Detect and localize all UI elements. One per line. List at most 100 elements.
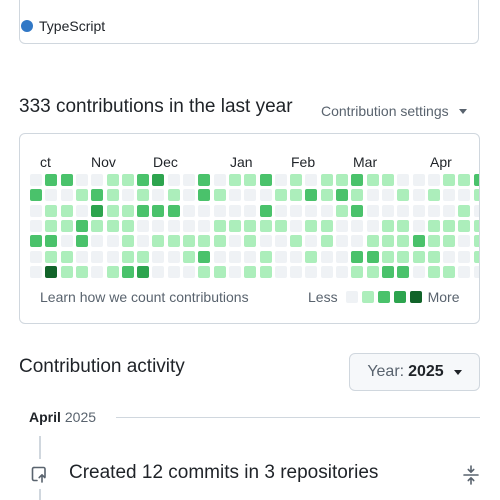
contribution-day-cell[interactable] <box>152 174 164 186</box>
contribution-day-cell[interactable] <box>107 235 119 247</box>
contribution-day-cell[interactable] <box>305 174 317 186</box>
contribution-day-cell[interactable] <box>275 205 287 217</box>
contribution-day-cell[interactable] <box>91 251 103 263</box>
contribution-day-cell[interactable] <box>244 220 256 232</box>
contribution-day-cell[interactable] <box>321 189 333 201</box>
contribution-day-cell[interactable] <box>397 220 409 232</box>
contribution-day-cell[interactable] <box>76 235 88 247</box>
contribution-day-cell[interactable] <box>413 174 425 186</box>
contribution-day-cell[interactable] <box>30 205 42 217</box>
contribution-day-cell[interactable] <box>198 220 210 232</box>
contribution-day-cell[interactable] <box>351 235 363 247</box>
contribution-day-cell[interactable] <box>183 235 195 247</box>
contribution-day-cell[interactable] <box>168 220 180 232</box>
contribution-day-cell[interactable] <box>168 205 180 217</box>
contribution-day-cell[interactable] <box>443 205 455 217</box>
contribution-day-cell[interactable] <box>152 189 164 201</box>
contribution-day-cell[interactable] <box>30 251 42 263</box>
contribution-day-cell[interactable] <box>61 251 73 263</box>
contribution-day-cell[interactable] <box>260 174 272 186</box>
contribution-day-cell[interactable] <box>458 235 470 247</box>
contribution-day-cell[interactable] <box>152 220 164 232</box>
contribution-day-cell[interactable] <box>382 266 394 278</box>
contribution-day-cell[interactable] <box>428 266 440 278</box>
contribution-day-cell[interactable] <box>275 220 287 232</box>
contribution-day-cell[interactable] <box>91 235 103 247</box>
contribution-day-cell[interactable] <box>367 205 379 217</box>
contribution-day-cell[interactable] <box>198 235 210 247</box>
contribution-day-cell[interactable] <box>244 266 256 278</box>
contribution-day-cell[interactable] <box>351 174 363 186</box>
contribution-day-cell[interactable] <box>290 189 302 201</box>
contribution-day-cell[interactable] <box>305 266 317 278</box>
contribution-day-cell[interactable] <box>244 174 256 186</box>
contribution-day-cell[interactable] <box>367 174 379 186</box>
contribution-day-cell[interactable] <box>413 235 425 247</box>
contribution-day-cell[interactable] <box>321 174 333 186</box>
contribution-day-cell[interactable] <box>397 174 409 186</box>
contribution-day-cell[interactable] <box>305 220 317 232</box>
contribution-settings-button[interactable]: Contribution settings <box>321 103 467 119</box>
contribution-day-cell[interactable] <box>336 266 348 278</box>
contribution-day-cell[interactable] <box>229 251 241 263</box>
contribution-day-cell[interactable] <box>290 266 302 278</box>
contribution-day-cell[interactable] <box>474 251 479 263</box>
contribution-day-cell[interactable] <box>214 251 226 263</box>
contribution-day-cell[interactable] <box>367 220 379 232</box>
contribution-day-cell[interactable] <box>382 220 394 232</box>
contribution-day-cell[interactable] <box>474 205 479 217</box>
contribution-day-cell[interactable] <box>76 266 88 278</box>
contribution-day-cell[interactable] <box>428 205 440 217</box>
contribution-day-cell[interactable] <box>183 251 195 263</box>
contribution-day-cell[interactable] <box>260 205 272 217</box>
contribution-day-cell[interactable] <box>214 220 226 232</box>
contribution-day-cell[interactable] <box>351 251 363 263</box>
contribution-day-cell[interactable] <box>214 266 226 278</box>
contribution-day-cell[interactable] <box>382 235 394 247</box>
year-select-button[interactable]: Year: 2025 <box>349 353 480 391</box>
contribution-day-cell[interactable] <box>290 235 302 247</box>
contribution-day-cell[interactable] <box>428 220 440 232</box>
contribution-day-cell[interactable] <box>382 205 394 217</box>
contribution-day-cell[interactable] <box>321 220 333 232</box>
contribution-day-cell[interactable] <box>275 251 287 263</box>
contribution-day-cell[interactable] <box>336 251 348 263</box>
contribution-day-cell[interactable] <box>351 205 363 217</box>
contribution-day-cell[interactable] <box>275 235 287 247</box>
contribution-day-cell[interactable] <box>198 174 210 186</box>
contribution-day-cell[interactable] <box>152 266 164 278</box>
contribution-day-cell[interactable] <box>458 174 470 186</box>
contribution-day-cell[interactable] <box>428 189 440 201</box>
contribution-day-cell[interactable] <box>61 235 73 247</box>
contribution-day-cell[interactable] <box>152 205 164 217</box>
contribution-day-cell[interactable] <box>458 220 470 232</box>
contribution-day-cell[interactable] <box>244 235 256 247</box>
contribution-day-cell[interactable] <box>397 189 409 201</box>
contribution-day-cell[interactable] <box>351 220 363 232</box>
contribution-day-cell[interactable] <box>229 205 241 217</box>
contribution-day-cell[interactable] <box>290 205 302 217</box>
contribution-day-cell[interactable] <box>45 251 57 263</box>
contribution-day-cell[interactable] <box>244 251 256 263</box>
contribution-day-cell[interactable] <box>443 189 455 201</box>
contribution-day-cell[interactable] <box>229 220 241 232</box>
contribution-day-cell[interactable] <box>168 266 180 278</box>
contribution-day-cell[interactable] <box>474 266 479 278</box>
contribution-day-cell[interactable] <box>336 189 348 201</box>
contribution-day-cell[interactable] <box>76 205 88 217</box>
contribution-day-cell[interactable] <box>214 189 226 201</box>
contribution-day-cell[interactable] <box>367 189 379 201</box>
contribution-day-cell[interactable] <box>91 174 103 186</box>
contribution-day-cell[interactable] <box>290 220 302 232</box>
contribution-day-cell[interactable] <box>336 220 348 232</box>
contribution-day-cell[interactable] <box>413 205 425 217</box>
learn-contributions-link[interactable]: Learn how we count contributions <box>40 289 249 305</box>
contribution-day-cell[interactable] <box>198 189 210 201</box>
contribution-day-cell[interactable] <box>107 220 119 232</box>
contribution-day-cell[interactable] <box>198 251 210 263</box>
contribution-day-cell[interactable] <box>137 205 149 217</box>
contribution-day-cell[interactable] <box>168 235 180 247</box>
contribution-day-cell[interactable] <box>183 205 195 217</box>
contribution-day-cell[interactable] <box>336 205 348 217</box>
contribution-day-cell[interactable] <box>397 205 409 217</box>
